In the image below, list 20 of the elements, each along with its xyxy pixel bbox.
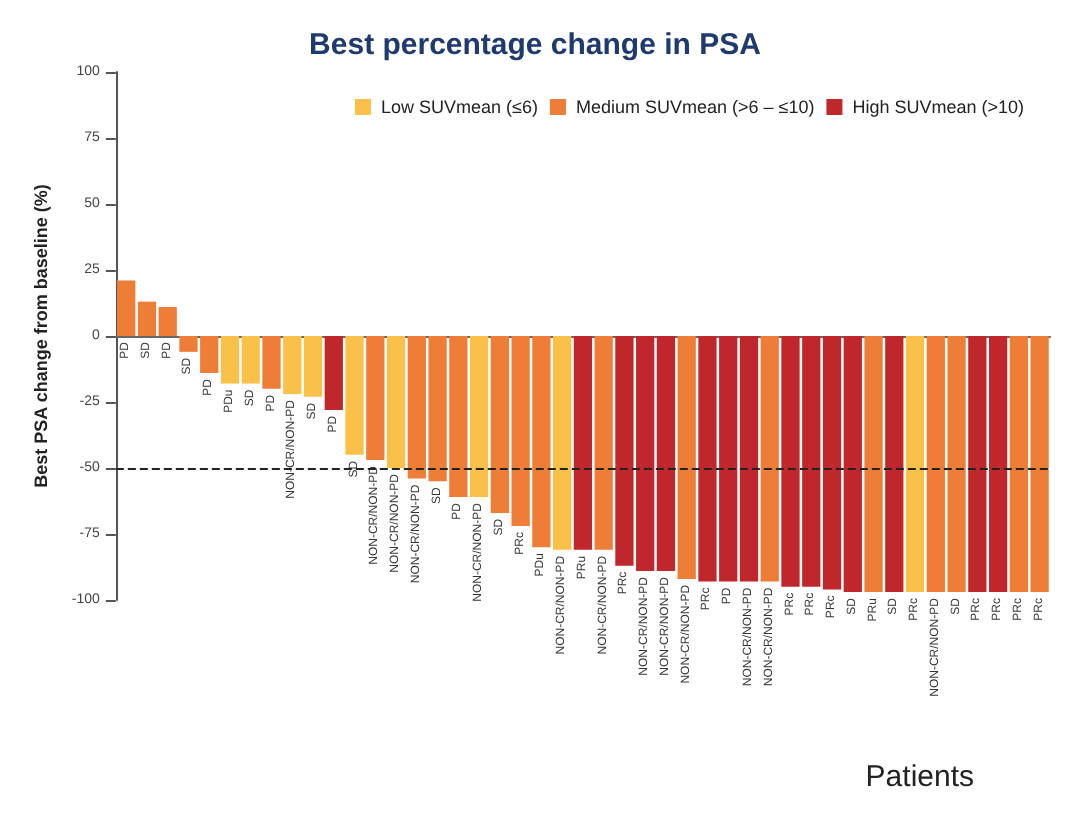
- bar: [885, 336, 904, 593]
- y-axis-title: Best PSA change from baseline (%): [31, 184, 51, 488]
- bar: [262, 336, 281, 389]
- bar: [573, 336, 593, 550]
- chart-title: Best percentage change in PSA: [309, 28, 762, 62]
- x-axis-title: Patients: [865, 760, 975, 794]
- legend-label: Low SUVmean (≤6): [381, 97, 538, 117]
- legend-label: Medium SUVmean (>6 – ≤10): [575, 97, 815, 117]
- bar: [345, 336, 364, 455]
- bar: [905, 336, 925, 593]
- bar: [366, 336, 385, 461]
- bar: [677, 336, 696, 579]
- legend-label: High SUVmean (>10): [852, 97, 1025, 117]
- bar: [594, 336, 613, 550]
- bar: [324, 336, 343, 410]
- bar: [469, 336, 489, 498]
- bar: [553, 336, 572, 550]
- bar: [760, 336, 779, 582]
- bar: [864, 336, 883, 593]
- bar: [386, 336, 406, 468]
